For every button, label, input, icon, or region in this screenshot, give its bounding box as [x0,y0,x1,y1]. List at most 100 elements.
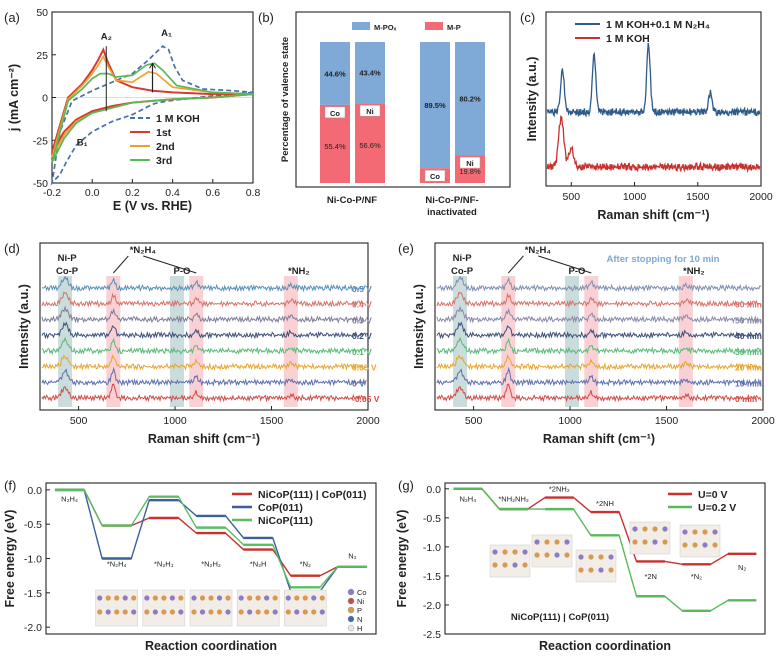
y-tick-label: -2.0 [24,622,42,634]
bar-label-mpox: 44.6% [324,69,346,78]
bar-label-mpox: 43.4% [359,69,381,78]
element-label: Co [430,172,440,181]
x-axis-title: Raman shift (cm⁻¹) [148,432,260,446]
atom [588,567,594,573]
x-tick-label: 2000 [751,415,775,427]
element-box [324,106,346,119]
atom [144,595,150,601]
bar-label-mp: 56.6% [359,141,381,150]
panel-f-energy-profile: (f) 0.0 -0.5 -1.0 -1.5 -2.0 Reaction coordinat… [3,478,377,653]
x-tick-label: -0.2 [43,187,61,199]
step-label: *2N [644,572,657,581]
x-tick-label: 0.0 [85,187,100,199]
atom [311,595,317,601]
x-tick-label: 0.4 [165,187,180,199]
atom [544,552,550,558]
trace-label: 60 min [735,300,762,310]
x-tick-label: 0.8 [246,187,261,199]
x-tick-label: 500 [563,191,581,203]
legend-label-2: NiCoP(111) [258,515,313,527]
step-label: N₂ [738,563,746,572]
x-tick-label: 0.2 [125,187,140,199]
atom-legend-label: P [357,606,362,615]
atom-legend-dot [347,588,355,596]
atom [564,552,570,558]
x-tick-label: 1500 [686,191,710,203]
legend-label-1: 1st [156,127,172,139]
trace-0 [436,275,762,293]
atom [225,609,231,615]
atom [692,542,698,548]
atom [131,609,137,615]
arrow-n2h4-right [143,255,197,274]
atom [247,595,253,601]
atom [544,539,550,545]
panel-label: (b) [258,10,274,25]
element-label: Co [330,109,340,118]
x-tick-label: 500 [70,415,88,427]
atom [131,595,137,601]
bar-label-mpox: 80.2% [459,95,481,104]
atom [216,609,223,615]
trace-label: 20 min [735,363,762,373]
atom [534,539,540,545]
atom [692,529,698,535]
atom [178,609,184,615]
atom [208,595,214,601]
atom [652,526,658,532]
trace-label: -0.05 V [352,394,380,404]
atom [208,609,214,615]
atom [512,549,518,555]
step-label: N₂H₄ [61,495,78,504]
arrow-n2h4-right [538,255,592,274]
trace-label: 50 min [735,315,762,325]
trace-2 [436,305,762,324]
atom [492,562,498,568]
plot-frame [434,242,764,411]
bar-mpox-3 [455,42,485,156]
legend-label-0: 1 M KOH+0.1 M N₂H₄ [606,19,710,31]
y-tick-label: 0.0 [27,485,42,497]
panel-label: (e) [398,241,414,256]
bar-label-mp: 19.8% [459,167,481,176]
trace-6 [436,366,762,387]
trace-label: 0.1 V [352,347,372,357]
atom [652,539,658,545]
atom [169,609,175,615]
trace-3 [41,321,367,340]
band-0 [58,276,73,407]
panel-c-raman-plot: (c) 500 1000 1500 2000 Raman shift (cm⁻¹) Inte… [520,10,773,222]
step-label: N₂ [348,552,356,561]
atom [682,542,688,548]
atom [302,609,308,615]
bar-label-mp: 55.4% [324,142,346,151]
atom [199,595,206,601]
legend-swatch-1 [425,22,443,30]
trace-label: 0.4 V [352,300,372,310]
atom-legend-label: H [357,624,362,633]
y-axis-title: Percentage of valence state [280,37,291,162]
y-tick-label: -50 [33,178,48,190]
series-line-3 [51,62,254,163]
atom [114,595,120,601]
atom [662,539,668,545]
trace-label: 30 min [735,347,762,357]
annotation-a2: A₂ [101,31,112,42]
atom [264,609,270,615]
y-tick-label: 0 [42,93,48,105]
atom [272,609,278,615]
x-tick-label: 1500 [655,415,679,427]
trace-label: 40 min [735,331,762,341]
arrow-n2h4-left [507,255,524,274]
bar-label-mpox: 89.5% [424,101,446,110]
y-tick-label: -1.5 [423,571,441,583]
y-axis-title: Intensity (a.u.) [17,284,31,369]
atom [122,609,128,615]
atom [264,595,270,601]
trace-label: 10 min [735,378,762,388]
atom [702,542,708,548]
atom [662,526,668,532]
band-label-n2h4: *N₂H₄ [130,245,157,256]
annotation-a1: A₁ [161,28,172,39]
